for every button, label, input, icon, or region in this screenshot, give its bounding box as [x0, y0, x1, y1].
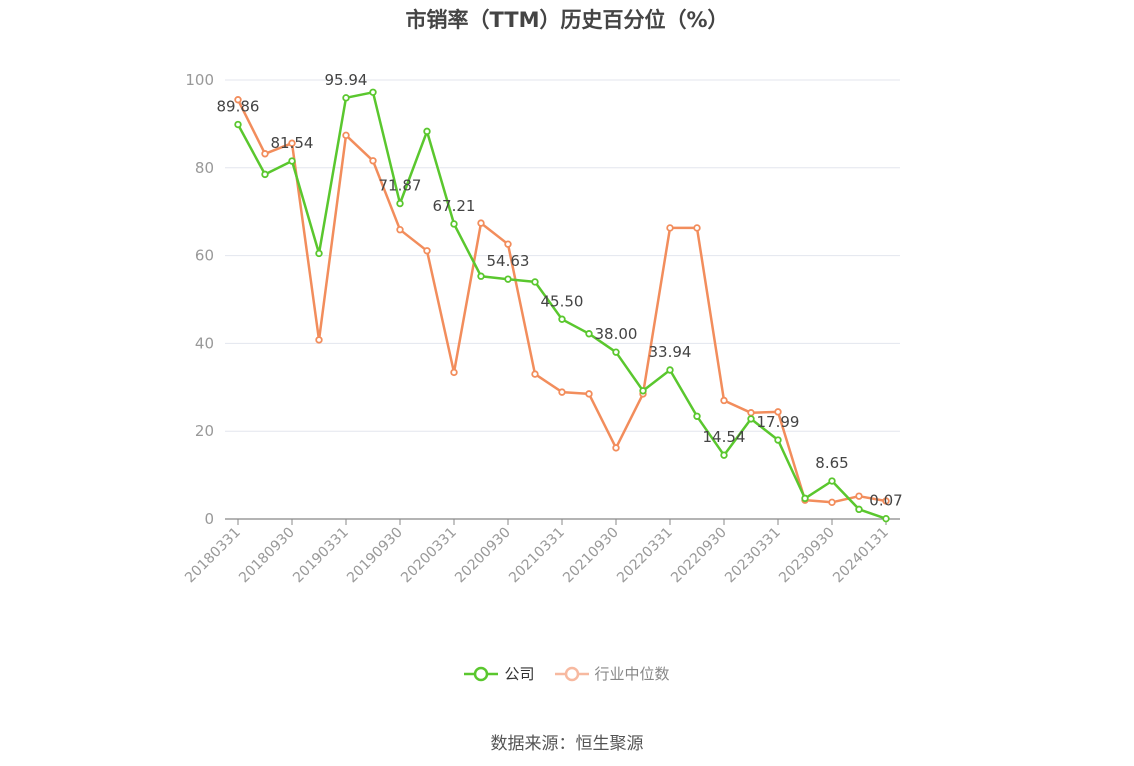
data-label: 67.21 — [433, 197, 476, 215]
data-point — [666, 224, 674, 232]
company-series-icon — [464, 666, 499, 681]
data-point — [234, 96, 242, 104]
data-point — [423, 127, 431, 136]
grid-layer — [225, 79, 900, 432]
data-point — [396, 199, 404, 208]
data-source: 数据来源：恒生聚源 — [490, 734, 644, 754]
data-point — [342, 131, 350, 140]
data-point — [747, 409, 755, 417]
x-tick-label: 20220930 — [668, 525, 730, 587]
x-tick-label: 20200930 — [452, 525, 514, 587]
data-point — [558, 315, 566, 323]
data-point — [531, 370, 539, 378]
data-label: 54.63 — [487, 252, 530, 270]
x-tick-label: 20220331 — [614, 525, 676, 587]
data-point — [666, 366, 674, 374]
line-chart: 0 20 40 60 80 100 2018033120180930201903312019… — [182, 71, 903, 587]
data-point — [774, 436, 782, 444]
x-tick-label: 20240131 — [830, 525, 892, 587]
data-label: 33.94 — [649, 343, 692, 361]
series-layer — [234, 88, 890, 523]
data-label: 38.00 — [595, 325, 638, 343]
x-tick-label: 20210331 — [506, 525, 568, 587]
data-point — [315, 336, 323, 344]
data-label: 71.87 — [379, 176, 422, 194]
data-point — [612, 444, 620, 452]
data-point — [855, 505, 863, 514]
data-label: 95.94 — [325, 71, 368, 89]
data-point — [558, 388, 566, 396]
data-label: 17.99 — [757, 413, 800, 431]
y-tick-label: 0 — [204, 510, 214, 528]
data-point — [882, 497, 890, 505]
data-point — [828, 498, 836, 507]
data-point — [801, 494, 809, 503]
data-point — [342, 94, 350, 102]
data-label: 0.07 — [869, 492, 902, 510]
data-point — [288, 139, 296, 147]
data-point — [288, 157, 296, 165]
data-point — [585, 390, 593, 398]
data-point — [369, 157, 377, 165]
x-tick-label: 20190331 — [290, 525, 352, 587]
y-tick-label: 60 — [195, 247, 214, 265]
data-point — [693, 412, 701, 420]
data-point — [423, 247, 431, 255]
data-point — [720, 396, 728, 405]
legend-label-industry-median: 行业中位数 — [594, 665, 670, 683]
data-point — [720, 451, 728, 459]
data-point — [261, 150, 269, 158]
data-point — [504, 240, 512, 248]
x-tick-label: 20210930 — [560, 525, 622, 587]
y-tick-label: 20 — [195, 422, 214, 440]
data-point — [450, 220, 458, 228]
data-point — [531, 278, 539, 286]
data-point — [612, 348, 620, 356]
data-point — [234, 120, 242, 129]
x-tick-label: 20180930 — [236, 525, 298, 587]
data-point — [315, 249, 323, 258]
x-tick-label: 20200331 — [398, 525, 460, 587]
data-point — [774, 408, 782, 416]
data-point — [882, 514, 890, 523]
data-point — [504, 275, 512, 283]
data-point — [747, 415, 755, 423]
legend-item-company[interactable]: 公司 — [464, 663, 535, 684]
data-point — [639, 387, 647, 395]
data-point — [585, 330, 593, 338]
industry-median-series-icon — [554, 666, 589, 681]
data-point — [450, 368, 458, 377]
x-tick-label: 20230930 — [776, 525, 838, 587]
x-tick-label: 20230331 — [722, 525, 784, 587]
x-tick-label: 20180331 — [182, 525, 244, 587]
legend-item-industry-median[interactable]: 行业中位数 — [554, 663, 670, 684]
label-layer: 89.86 81.54 95.94 71.87 67.21 54.63 45.50 38.00… — [217, 71, 903, 510]
data-point — [261, 170, 269, 179]
legend-label-company: 公司 — [504, 665, 535, 683]
data-point — [693, 224, 701, 232]
data-label: 81.54 — [271, 134, 314, 152]
data-label: 89.86 — [217, 98, 260, 116]
legend: 公司 行业中位数 — [0, 663, 1134, 684]
chart-title: 市销率（TTM）历史百分位（%） — [405, 8, 729, 32]
y-tick-label: 100 — [185, 71, 214, 89]
data-point — [477, 272, 485, 280]
y-tick-label: 80 — [195, 159, 214, 177]
data-point — [396, 225, 404, 234]
data-label: 14.54 — [703, 428, 746, 446]
data-point — [369, 88, 377, 96]
data-label: 45.50 — [541, 292, 584, 310]
y-tick-label: 40 — [195, 334, 214, 352]
data-point — [855, 492, 863, 500]
data-point — [828, 477, 836, 485]
x-tick-label: 20190930 — [344, 525, 406, 587]
data-label: 8.65 — [815, 454, 848, 472]
data-point — [477, 219, 485, 227]
